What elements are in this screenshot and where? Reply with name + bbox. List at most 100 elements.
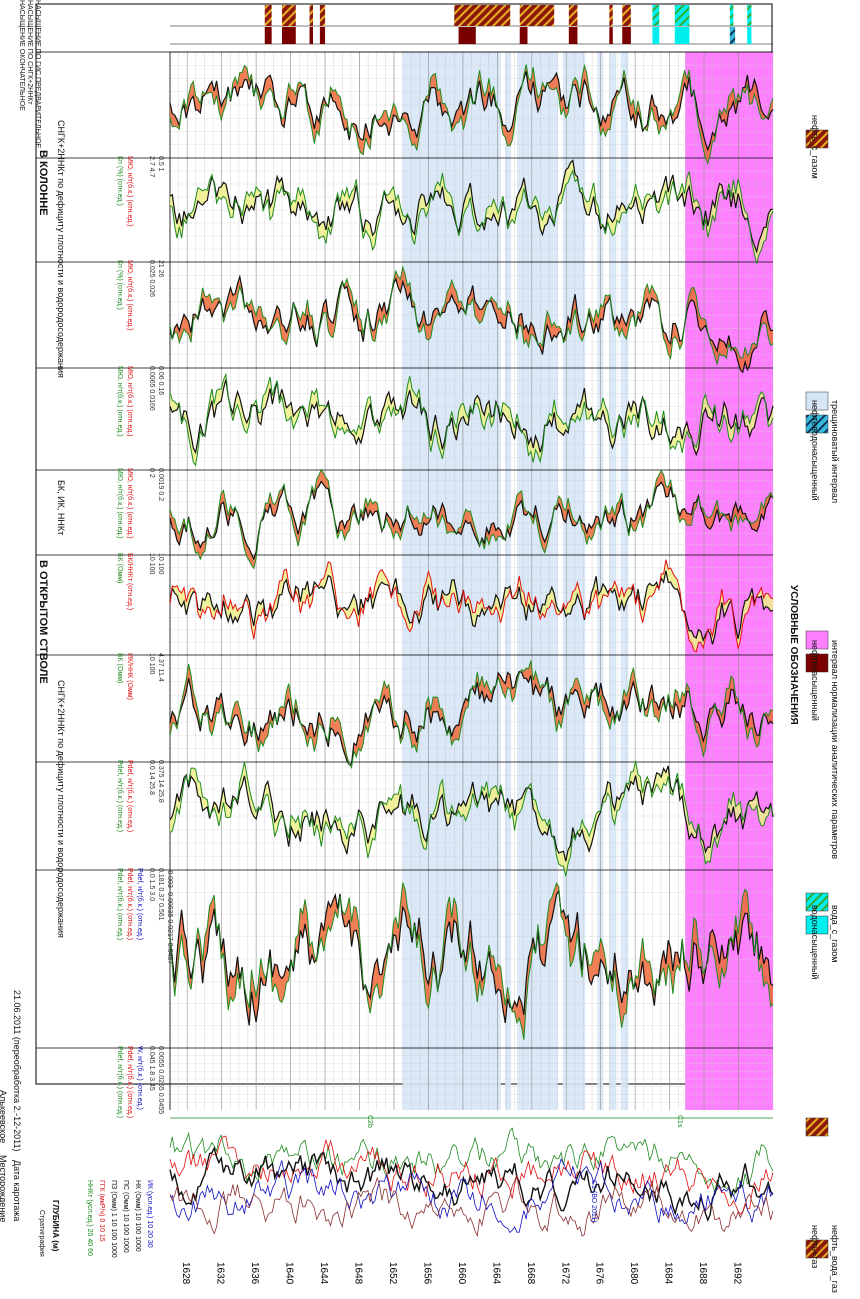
legend-item-label: интервал нормализации аналитических пара… [830,640,840,860]
sat-snc-oil [319,27,326,44]
track-header-label: Рdef, н/т(б.к.) (отн.ед.) [126,760,134,832]
legend-item-label: нефтеводонасыщенный [810,400,820,501]
date-label: Дата каротажа [12,1160,22,1222]
track-scale-label: 4.37 11.4 [157,653,164,682]
depth-tick-label: 1628 [180,1262,191,1285]
sat-final-oil-gas [281,5,296,26]
legend-swatch [805,1117,829,1137]
gis-curve-label: ПС (Омм) 10 100 1000 [122,1180,129,1253]
normalization-zone [685,52,773,1110]
field-name: Алькеевское [0,1090,8,1144]
track-scale-label: 21 26 [157,260,164,278]
track-scale-label: 10 100 [157,553,164,575]
field-label: Месторождение [0,1155,8,1223]
gis-curve [169,1135,774,1215]
depth-tick-label: 1632 [215,1262,226,1285]
legend-swatch [805,630,829,650]
depth-tick-label: 1680 [628,1262,639,1285]
track-curve-black [169,570,774,645]
gis-curve-label: ГГК (мкР/ч) 0 10 15 [98,1180,105,1242]
gis-curve-label: ПЗ (Омм) 1 10 100 1000 [110,1180,117,1258]
casing-sub: СНГК+2ННКт по дефициту плотности и водор… [56,120,66,378]
legend-item-label: нефть_с_газом [810,115,820,179]
legend-swatch [805,1239,829,1259]
track-curve-color [169,372,774,467]
depth-tick-label: 1636 [249,1262,260,1285]
gis-curve [169,1146,774,1223]
track-header-label: Кп (%) (отн.ед.) [116,260,123,310]
legend-item-label: вода_с_газом [830,905,840,963]
legend-item-label: нефть_вода_газ [830,1225,840,1293]
track-curve-black [169,274,774,374]
sat-snc-oil [281,27,296,44]
track-header-label: Рdef, н/т(б.к.) (отн.ед.) [116,760,124,832]
gis-curve [169,1127,774,1197]
fracture-zone [505,52,512,1110]
sat-snc-oil [622,27,631,44]
sat-final-water-gas [729,5,734,26]
sat-snc-oil [519,27,528,44]
track-curve-color [169,760,774,877]
gis-curve-label: НК (Омм) 10 100 1000 [134,1180,141,1252]
legend-item-label: водонасыщенный [810,905,820,980]
depth-tick-label: 1648 [353,1262,364,1285]
depth-tick-label: 1688 [697,1262,708,1285]
track-header-label: Рdef, н/т(б.к.) (отн.ед.) [136,868,144,940]
depth-tick-label: 1692 [732,1262,743,1285]
gis-curve [169,1158,774,1234]
track-curve-color [169,882,774,1040]
open-hole-title: В ОТКРЫТОМ СТВОЛЕ [37,560,49,684]
date-value: 21.06.2011 (переобработка 2.-12-2011) [12,990,22,1152]
track-header-label: МЮ, н/т(б.к.) (отн.ед.) [126,468,134,539]
track-curve-color [169,63,774,166]
depth-tick-label: 1668 [525,1262,536,1285]
sat-snc-oil [568,27,578,44]
legend-swatch [805,915,829,935]
depth-tick-label: 1664 [490,1262,501,1285]
strat-unit-label: C1s [676,1115,683,1128]
track-header-label: БК (Омм) [116,653,123,683]
sat-final-oil-gas [309,5,313,26]
depth-tick-label: 1672 [559,1262,570,1285]
sat-final-oil-gas [319,5,326,26]
track-header-label: МЮ, н/т(б.к.) (отн.ед.) [116,366,124,437]
sat-snc-water [674,27,690,44]
depth-tick-label: 1656 [421,1262,432,1285]
track-scale-label: 0.025 0.026 [148,260,155,297]
track-scale-label: 0.181 0.37 0.561 [157,868,164,921]
depth-header: ГЛУБИНА (м) [51,1200,60,1252]
gis-curve-label: ННКт (усл.ед.) 20 40 60 [86,1180,93,1256]
fracture-zone [620,52,629,1110]
track-curve-black [169,765,774,862]
strat-unit-label: C2b [366,1115,373,1128]
legend-swatch [805,129,829,149]
track-scale-label: 0.5 1 [157,156,164,172]
track-header-label: Рdef, н/т(б.к.) (отн.ед.) [116,1046,124,1118]
fracture-zone [597,52,604,1110]
fracture-zone [609,52,617,1110]
track-curve-color [169,265,774,367]
track-curve-black [169,379,774,457]
depth-tick-label: 1640 [284,1262,295,1285]
legend-item-label: нефть+газ [810,1225,820,1269]
track-header-label: ИК/ННК (Омм) [126,653,133,700]
sat-prelim-label: НАСЫЩЕНИЕ ПО ГИС ПРЕДВАРИТЕЛЬНОЕ [34,0,41,149]
track-scale-label: -0.003 -0.00035 0.0217 0.0457 [166,868,173,964]
track-scale-label: 10 100 [148,653,155,675]
sat-final-oil-gas [568,5,578,26]
track-curve-color [169,468,774,570]
track-header-label: МЮ, н/т(б.к.) (отн.ед.) [126,366,134,437]
sat-final-water-gas [652,5,660,26]
track-header-label: БК (Омм) [116,553,123,583]
depth-tick-label: 1652 [387,1262,398,1285]
sat-final-oil-gas [622,5,631,26]
sat-snc-oil [309,27,313,44]
track-scale-label: 0.375 14 25.8 [157,760,164,803]
legend-swatch [805,653,829,673]
depth-tick-label: 1644 [318,1262,329,1285]
track-fill [170,559,773,652]
sat-snc-oil [609,27,613,44]
track-curve-black [169,480,774,561]
